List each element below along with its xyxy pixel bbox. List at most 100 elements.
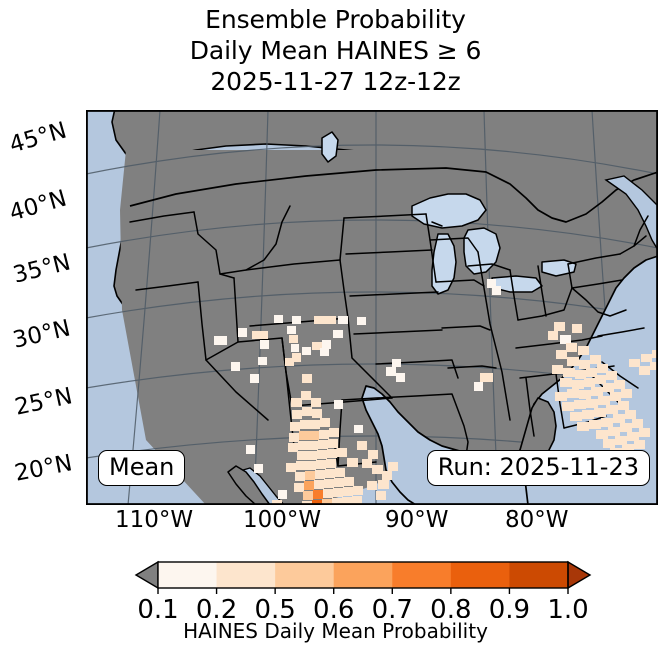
probability-cell [272,500,282,505]
probability-cell [392,359,401,367]
border-ks-ok [353,329,443,335]
probability-cell [554,322,565,331]
probability-cell [327,449,337,458]
probability-cell [260,340,269,349]
probability-cell [312,500,322,505]
title-line-2: Daily Mean HAINES ≥ 6 [189,36,482,65]
probability-cell [582,410,594,419]
probability-cell [298,441,308,450]
probability-cell [552,365,563,374]
probability-cell [315,470,325,479]
probability-cell [312,342,322,350]
probability-cell [606,371,617,380]
border-il-in [509,269,519,321]
colorbar-tick-label: 0.1 [137,595,178,618]
probability-cell [314,480,324,489]
probability-cell [388,462,398,471]
colorbar-panel[interactable]: 0.1 0.2 0.5 0.6 0.7 0.8 0.9 1.0 [0,556,671,658]
border-mississippi-river [477,251,511,421]
probability-cell [302,374,312,383]
probability-cell [311,398,321,407]
probability-cell [317,450,327,459]
colorbar-segment [333,562,393,588]
probability-cell [290,422,300,431]
lake-huron [463,227,501,275]
probability-cell [308,441,318,450]
colorbar-segment [275,562,335,588]
baja-peninsula [227,465,271,505]
border-al-ga [555,373,565,429]
probability-cell [291,398,302,407]
probability-cell [297,451,307,460]
probability-cell [386,367,396,376]
probability-cell [560,378,572,387]
probability-cell [278,490,287,499]
colorbar-segment [216,562,276,588]
probability-cell [574,400,586,409]
title-line-3: 2025-11-27 12z-12z [210,67,461,96]
probability-cell [598,396,610,405]
title-line-1: Ensemble Probability [205,5,466,34]
probability-cell [299,431,309,440]
colorbar-over-arrow [567,560,592,590]
colorbar-tick-label: 0.7 [372,595,413,618]
probability-cell [650,362,658,370]
probability-cell [572,380,584,389]
colorbar-tick-label: 0.9 [489,595,530,618]
gridline-lat-40 [86,219,658,249]
border-ms-al [525,377,535,437]
map-panel[interactable]: Mean Run: 2025-11-23 [86,110,658,505]
probability-cell [342,497,352,505]
probability-cell [376,491,386,500]
border-or-ca [135,281,199,291]
border-co-east [347,317,393,399]
probability-cell [335,468,345,477]
probability-cell [480,373,493,382]
probability-cell [608,427,620,436]
probability-cell [572,324,582,333]
border-pa-md [571,279,623,289]
probability-cell [334,400,343,409]
lat-label-25n: 25°N [12,383,75,421]
probability-cell [310,420,320,429]
colorbar-tick-label: 0.8 [430,595,471,618]
probability-cell [322,340,331,349]
border-ne-ks [349,291,439,297]
probability-cell [639,366,650,375]
colorbar-tick-label: 0.2 [196,595,237,618]
border-mi-upper [431,221,443,227]
probability-cell [632,419,643,428]
probability-cell [296,461,306,470]
probability-cell [353,486,363,495]
lon-label-90w: 90°W [385,507,449,533]
probability-cell [326,459,336,468]
gridline-lat-35 [86,291,658,319]
lake-winnipeg [321,131,339,163]
probability-cell [323,489,333,498]
great-lakes [321,131,577,295]
probability-cell [329,428,339,437]
probability-cell [337,448,347,457]
border-in-oh [537,265,547,317]
colorbar-tick-label: 0.6 [313,595,354,618]
probability-cell [302,347,311,355]
probability-cell [578,346,589,355]
probability-cell [586,399,598,408]
probability-cell [328,439,338,448]
probability-cell [634,440,645,449]
map-frame [86,110,658,505]
probability-cell [597,364,608,373]
probability-cell [563,368,575,377]
probability-cell [274,315,283,323]
probability-cell [614,380,625,389]
border-pa-ny [567,253,621,265]
probability-cell [333,488,343,497]
probability-cell [372,465,383,474]
colorbar-axis-label: HAINES Daily Mean Probability [183,619,488,643]
run-date-label-box: Run: 2025-11-23 [426,450,650,486]
probability-cell [320,418,330,427]
lat-label-35n: 35°N [10,249,74,289]
probability-cell [641,354,652,362]
probability-cell [590,355,601,364]
probability-cell [252,331,268,339]
